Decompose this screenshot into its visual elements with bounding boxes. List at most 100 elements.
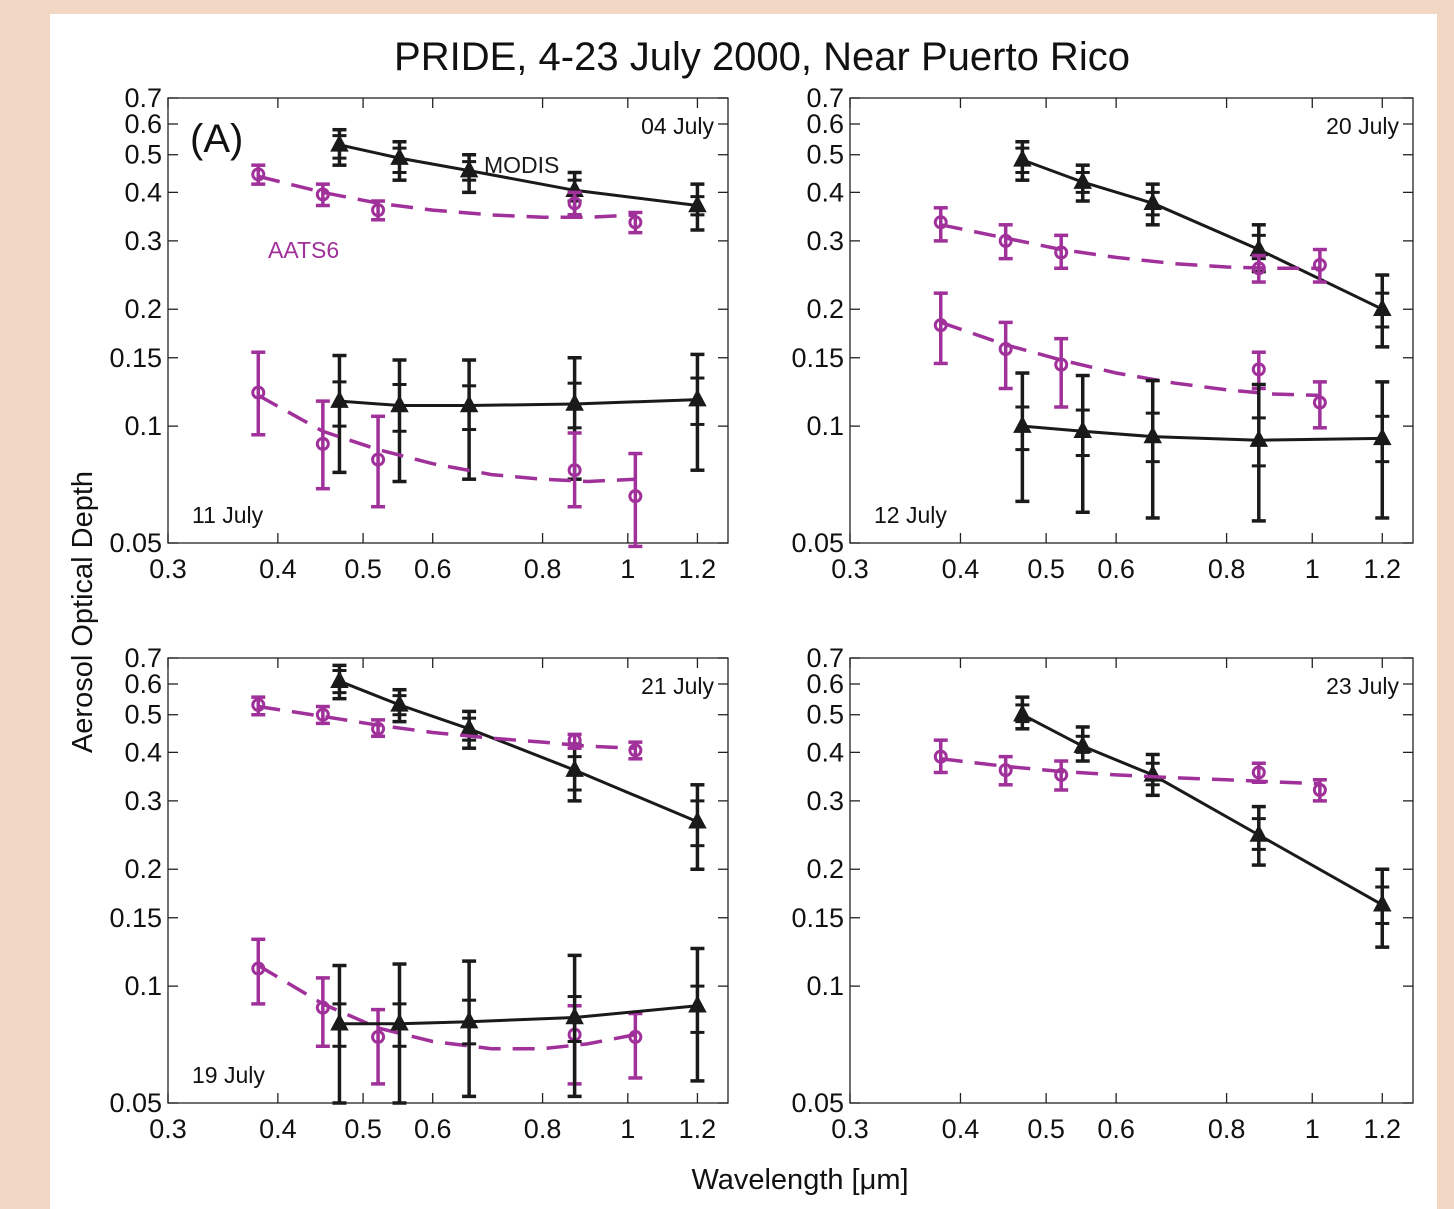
y-tick-label: 0.05 xyxy=(109,528,162,558)
series-aats6 xyxy=(251,163,643,235)
x-tick-label: 0.6 xyxy=(1097,554,1135,584)
modis-point xyxy=(390,694,409,712)
aod-chart: PRIDE, 4-23 July 2000, Near Puerto Rico … xyxy=(67,35,1414,1196)
modis-line xyxy=(338,679,698,824)
modis-point xyxy=(1143,425,1162,444)
y-tick-label: 0.15 xyxy=(791,343,844,373)
x-tick-label: 1 xyxy=(620,1114,635,1144)
modis-point xyxy=(1373,298,1392,316)
aats-point xyxy=(371,721,386,736)
series-aats6 xyxy=(251,937,643,1086)
y-tick-label: 0.6 xyxy=(806,669,844,699)
y-tick-label: 0.7 xyxy=(124,643,162,673)
chart-title: PRIDE, 4-23 July 2000, Near Puerto Rico xyxy=(394,35,1130,79)
x-tick-label: 0.5 xyxy=(1027,1114,1065,1144)
modis-point xyxy=(565,1006,584,1025)
x-tick-label: 1 xyxy=(620,554,635,584)
x-tick-label: 0.8 xyxy=(1208,554,1246,584)
x-tick-label: 0.8 xyxy=(524,1114,562,1144)
y-tick-label: 0.5 xyxy=(124,140,162,170)
figure-canvas: PRIDE, 4-23 July 2000, Near Puerto Rico … xyxy=(50,14,1437,1209)
series-modis xyxy=(1013,140,1392,349)
series-modis xyxy=(330,127,707,232)
series-modis xyxy=(330,352,707,484)
panel-frame xyxy=(849,657,1414,1104)
modis-point xyxy=(459,1011,479,1029)
modis-point xyxy=(459,394,479,413)
modis-line xyxy=(339,1004,698,1026)
aats-point xyxy=(371,452,386,467)
modis-point xyxy=(688,995,707,1013)
aats-point xyxy=(1251,362,1266,377)
y-tick-label: 0.5 xyxy=(806,140,844,170)
series-modis xyxy=(330,946,707,1105)
modis-point xyxy=(688,389,707,407)
modis-point xyxy=(330,134,349,152)
x-tick-label: 0.3 xyxy=(831,554,869,584)
aats-point xyxy=(998,763,1013,778)
aats-point xyxy=(315,436,330,451)
date-label: 12 July xyxy=(874,502,947,528)
y-tick-label: 0.05 xyxy=(791,1088,844,1118)
x-tick-label: 0.6 xyxy=(414,1114,452,1144)
y-tick-label: 0.05 xyxy=(109,1088,162,1118)
aats-point xyxy=(628,1029,643,1044)
y-tick-label: 0.1 xyxy=(806,411,844,441)
x-tick-label: 0.3 xyxy=(831,1114,869,1144)
x-tick-label: 1 xyxy=(1305,554,1320,584)
x-tick-label: 0.6 xyxy=(414,554,452,584)
y-tick-label: 0.1 xyxy=(124,971,162,1001)
x-tick-label: 0.4 xyxy=(259,1114,297,1144)
x-tick-label: 0.4 xyxy=(259,554,297,584)
date-label: 20 July xyxy=(1326,113,1399,139)
panel-top-left: 0.050.10.150.20.30.40.50.60.70.3 0.4 0.5 0.… xyxy=(109,83,729,584)
modis-point xyxy=(1013,149,1032,167)
aats-point xyxy=(567,733,582,748)
modis-point xyxy=(459,160,479,178)
y-tick-label: 0.15 xyxy=(109,343,162,373)
modis-point xyxy=(330,1013,349,1031)
y-tick-label: 0.2 xyxy=(124,854,162,884)
y-tick-label: 0.7 xyxy=(806,83,844,113)
modis-point xyxy=(390,394,409,413)
x-tick-label: 0.5 xyxy=(344,554,382,584)
series-aats6 xyxy=(933,738,1327,803)
y-tick-label: 0.4 xyxy=(806,177,844,207)
aats-point xyxy=(998,341,1013,356)
aats-point xyxy=(1251,261,1266,276)
y-tick-label: 0.6 xyxy=(124,109,162,139)
y-tick-label: 0.3 xyxy=(806,786,844,816)
series-aats6 xyxy=(251,350,643,549)
x-tick-label: 0.6 xyxy=(1097,1114,1135,1144)
aats-series-label: AATS6 xyxy=(268,237,339,263)
modis-point xyxy=(330,390,349,408)
series-modis xyxy=(1013,371,1392,523)
series-modis xyxy=(330,663,707,871)
modis-point xyxy=(1013,704,1032,722)
modis-point xyxy=(1249,824,1269,842)
x-tick-label: 1.2 xyxy=(1363,554,1401,584)
modis-point xyxy=(688,811,707,829)
aats-point xyxy=(567,463,582,478)
series-aats6 xyxy=(251,695,643,761)
modis-point xyxy=(1143,192,1162,210)
series-aats6 xyxy=(933,291,1327,430)
x-tick-label: 0.4 xyxy=(942,554,980,584)
y-tick-label: 0.2 xyxy=(124,294,162,324)
panel-bottom-left: 0.050.10.150.20.30.40.50.60.70.3 0.4 0.5 0.… xyxy=(109,643,729,1144)
modis-point xyxy=(688,194,707,213)
aats-point xyxy=(628,743,643,758)
modis-line xyxy=(339,398,698,407)
modis-point xyxy=(330,670,349,688)
modis-line xyxy=(1021,158,1383,311)
y-tick-label: 0.4 xyxy=(806,737,844,767)
panel-top-right: 0.050.10.150.20.30.40.50.60.70.3 0.4 0.5 0.… xyxy=(791,83,1414,584)
aats-point xyxy=(1054,245,1069,260)
aats-point xyxy=(251,167,266,182)
aats-point xyxy=(315,707,330,722)
series-aats6 xyxy=(933,206,1327,284)
aats-fit-line xyxy=(257,174,636,220)
aats-point xyxy=(628,215,643,230)
aats-point xyxy=(251,385,266,400)
y-tick-label: 0.6 xyxy=(806,109,844,139)
